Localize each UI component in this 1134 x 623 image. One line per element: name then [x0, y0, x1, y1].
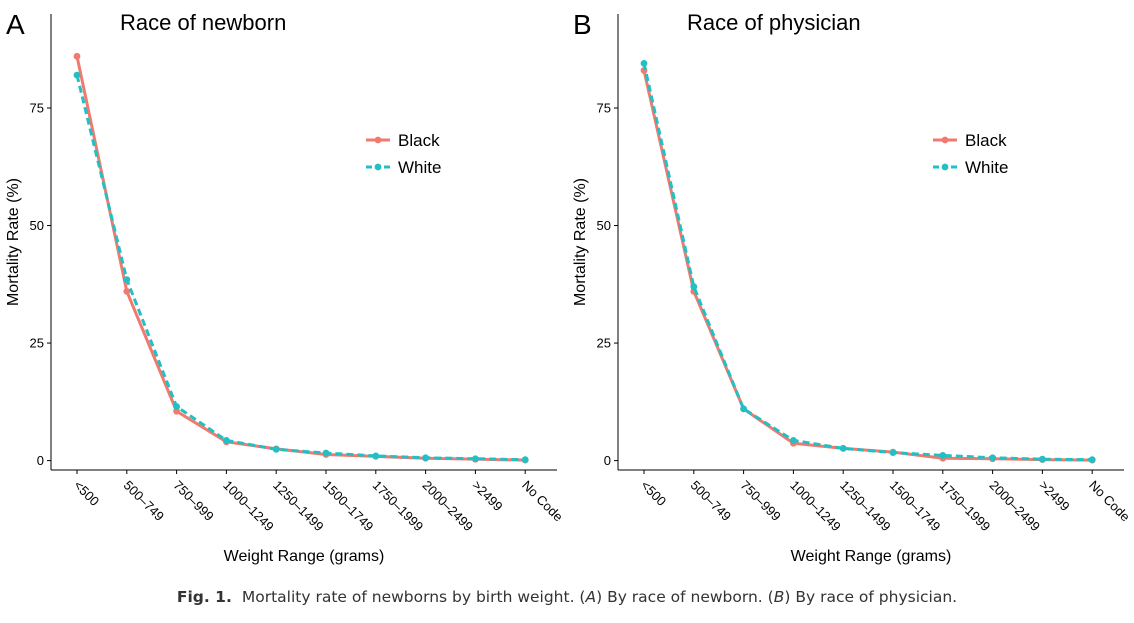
caption-label: Fig. 1.: [176, 588, 232, 606]
panel-b-point-white: [740, 405, 747, 413]
panel-a-point-black: [173, 407, 181, 415]
panel-a-x-tick-label: 1000–1249: [220, 478, 277, 535]
panel-a-x-tick-label: >2499: [469, 478, 505, 514]
panel-b-y-tick-label: 25: [597, 336, 611, 351]
panel-a-x-tick-label: 2000–2499: [419, 478, 476, 535]
panel-a-legend-key-point-white: [374, 163, 382, 171]
panel-a-point-white: [521, 456, 529, 464]
panel-b-point-white: [790, 436, 797, 444]
panel-b-point-white: [640, 59, 648, 67]
panel-b-x-tick-label: 1750–1999: [937, 478, 994, 535]
panel-b-chart: B Race of physician 0 25 50 75 <500 500–749 750–…: [572, 9, 1133, 565]
panel-a-point-white: [472, 455, 479, 463]
panel-a-x-axis-title: Weight Range (grams): [224, 548, 385, 565]
panel-a-title: Race of newborn: [120, 10, 286, 35]
panel-a-point-black: [73, 52, 81, 60]
panel-b-point-white: [1088, 456, 1096, 464]
panel-b-x-axis-title: Weight Range (grams): [791, 548, 952, 565]
panel-a-x-tick-label: 1250–1499: [270, 478, 327, 535]
panel-a-x-tick-label: 1750–1999: [370, 478, 427, 535]
panel-a-y-axis-title: Mortality Rate (%): [5, 178, 22, 306]
panel-b-letter: B: [573, 9, 592, 40]
panel-a-point-white: [73, 71, 81, 79]
caption-em-b: B: [773, 588, 785, 606]
panel-a-point-white: [223, 436, 230, 444]
panel-a-series-line-white: [75, 74, 526, 462]
panel-a-series-line-black: [75, 55, 526, 462]
panel-b-legend-key-point-black: [941, 136, 949, 144]
panel-b-x-tick-label: 2000–2499: [986, 478, 1043, 535]
panel-b-x-tick-label: 1000–1249: [787, 478, 844, 535]
panel-b-point-white: [839, 444, 847, 452]
panel-b-x-tick-label: 750–999: [737, 478, 783, 524]
panel-a-point-white: [123, 276, 131, 284]
panel-b-y-tick-label: 75: [597, 101, 611, 116]
caption-text-3: ) By race of physician.: [784, 588, 958, 606]
panel-a-y-tick-label: 25: [30, 336, 44, 351]
panel-b-x-tick-label: <500: [638, 478, 669, 509]
panel-b-legend-key-point-white: [941, 163, 949, 171]
panel-b-series-line-black: [642, 70, 1093, 462]
panel-b-x-tick-label: 500–749: [688, 478, 734, 524]
panel-b-y-tick-label: 0: [604, 453, 611, 468]
panel-a-x-tick-label: <500: [71, 478, 102, 509]
panel-b-y-axis-title: Mortality Rate (%): [572, 178, 589, 306]
panel-a-y-tick-label: 0: [37, 453, 44, 468]
panel-b-point-white: [889, 449, 897, 457]
panel-a-chart: A Race of newborn 0 25 50 75 <500 500–749 750–99…: [5, 9, 566, 565]
caption-text-1: Mortality rate of newborns by birth weig…: [241, 588, 586, 606]
panel-a-point-white: [372, 452, 380, 460]
panel-b-title: Race of physician: [687, 10, 861, 35]
panel-a-legend-key-point-black: [374, 136, 382, 144]
panel-b-x-tick-label: No Code: [1086, 478, 1133, 525]
panel-b-point-white: [1039, 455, 1046, 463]
panel-a-x-tick-label: No Code: [519, 478, 566, 525]
panel-a-legend-label-white: White: [398, 158, 441, 177]
panel-b-point-white: [989, 454, 996, 462]
panel-a-point-white: [272, 445, 280, 453]
panel-b-x-tick-label: 1250–1499: [837, 478, 894, 535]
panel-b-x-tick-label: 1500–1749: [887, 478, 944, 535]
panel-b-y-tick-label: 50: [597, 218, 611, 233]
panel-a-point-black: [123, 287, 131, 295]
panel-a-point-white: [322, 449, 330, 457]
panel-b-x-tick-label: >2499: [1036, 478, 1072, 514]
panel-b-legend-label-white: White: [965, 158, 1008, 177]
panel-a-legend-label-black: Black: [398, 131, 440, 150]
panel-a-point-white: [173, 403, 181, 410]
panel-a-point-white: [422, 454, 429, 462]
caption-text-2: ) By race of newborn. (: [596, 588, 774, 606]
panel-a-x-tick-label: 1500–1749: [320, 478, 377, 535]
panel-b-point-white: [939, 452, 947, 459]
figure-caption: Fig. 1. Mortality rate of newborns by bir…: [0, 588, 1134, 606]
panel-a-x-tick-label: 750–999: [170, 478, 216, 524]
panel-a-y-tick-label: 75: [30, 101, 44, 116]
panel-b-legend-label-black: Black: [965, 131, 1007, 150]
panel-a-letter: A: [6, 9, 25, 40]
panel-b-point-white: [690, 283, 698, 291]
panel-b-series-line-white: [642, 63, 1093, 462]
panel-a-y-tick-label: 50: [30, 218, 44, 233]
panel-a-x-tick-label: 500–749: [121, 478, 167, 524]
caption-em-a: A: [585, 588, 597, 606]
